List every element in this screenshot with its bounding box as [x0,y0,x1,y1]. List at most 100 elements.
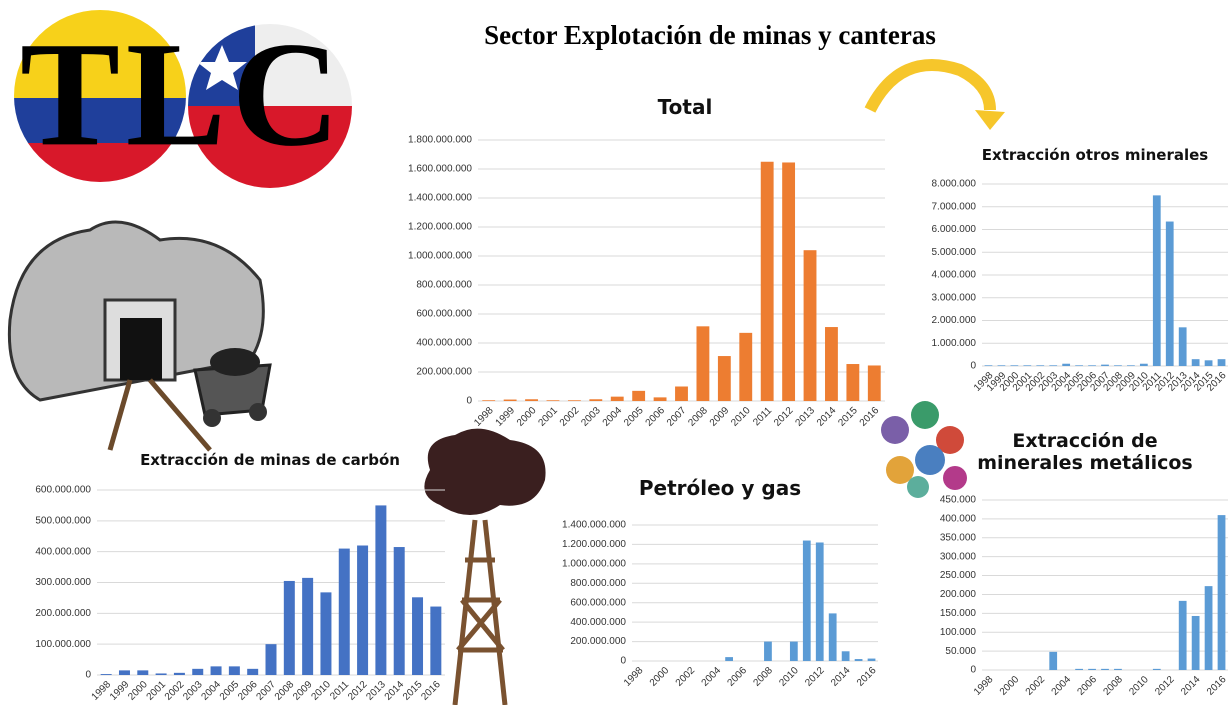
bar [1204,586,1213,670]
x-tick-label: 2008 [273,679,297,703]
bar [412,597,424,675]
bar [210,666,222,675]
y-tick-label: 200.000.000 [35,608,91,619]
bar [525,399,538,401]
x-tick-label: 2009 [708,405,732,429]
bar [1075,668,1083,670]
bar [1010,365,1019,366]
y-tick-label: 0 [970,665,976,676]
x-tick-label: 2014 [383,679,407,703]
y-tick-label: 1.600.000.000 [408,164,472,175]
bar [283,580,295,675]
chart-title: Extracción de minerales metálicos [977,430,1193,474]
bar [984,365,993,366]
y-tick-label: 1.400.000.000 [408,193,472,204]
bar [610,396,624,401]
bar [1152,195,1161,366]
chart-title: Petróleo y gas [638,476,802,500]
y-tick-label: 7.000.000 [932,201,977,212]
x-tick-label: 2015 [401,679,425,703]
page-title: Sector Explotación de minas y canteras [484,20,936,50]
arrow [864,59,996,113]
x-tick-label: 2010 [777,665,801,689]
bar [320,592,332,675]
bar [802,540,811,661]
y-tick-label: 1.200.000.000 [408,222,472,233]
x-tick-label: 2005 [622,405,646,429]
bar [725,657,733,661]
y-tick-label: 600.000.000 [35,485,91,496]
x-tick-label: 2011 [328,679,351,702]
bar [1101,668,1109,670]
x-tick-label: 2004 [601,405,625,429]
x-tick-label: 2004 [700,665,724,689]
x-tick-label: 1998 [472,405,496,429]
x-tick-label: 2002 [558,405,582,429]
y-tick-label: 4.000.000 [932,270,977,281]
oil-derrick [424,428,546,705]
bar [846,364,860,401]
x-tick-label: 1998 [622,665,646,689]
bar [696,326,710,401]
bar [393,547,405,675]
bar [854,659,863,661]
x-tick-label: 2010 [1127,674,1151,698]
x-tick-label: 1999 [494,405,518,429]
y-tick-label: 250.000 [940,570,977,581]
bar [1023,365,1032,366]
x-tick-label: 2008 [751,665,775,689]
bar [100,674,112,675]
x-tick-label: 2016 [419,679,443,703]
x-tick-label: 2003 [181,679,205,703]
x-tick-label: 2006 [1076,674,1100,698]
y-tick-label: 6.000.000 [932,224,977,235]
y-tick-label: 50.000 [945,646,976,657]
x-tick-label: 2015 [836,405,860,429]
bar [137,670,149,675]
x-tick-label: 2013 [364,679,388,703]
chart-title: Extracción otros minerales [981,146,1209,164]
y-tick-label: 0 [466,396,472,407]
bar [430,606,442,675]
x-tick-label: 2014 [829,665,853,689]
x-tick-label: 2012 [803,665,827,689]
y-tick-label: 350.000 [940,532,977,543]
bar [632,390,646,401]
x-tick-label: 2002 [163,679,187,703]
mine-illustration [7,220,272,452]
y-tick-label: 100.000 [940,627,977,638]
x-tick-label: 2005 [218,679,242,703]
bar [675,386,688,401]
y-tick-label: 3.000.000 [932,292,977,303]
bar [764,641,772,661]
x-tick-label: 2000 [126,679,150,703]
x-tick-label: 2014 [1179,674,1203,698]
x-tick-label: 2002 [1024,674,1048,698]
bar [1114,365,1122,366]
bar [375,505,387,675]
bar [1217,515,1226,670]
y-tick-label: 400.000.000 [416,338,472,349]
x-tick-label: 2000 [515,405,539,429]
y-tick-label: 2.000.000 [932,315,977,326]
bar [589,399,603,401]
bar [789,641,798,661]
x-tick-label: 1998 [972,674,996,698]
bar [567,400,581,401]
bar [1088,365,1096,366]
bar [825,327,838,401]
bar [760,161,774,401]
bar [1075,365,1083,366]
bar [546,400,560,401]
x-tick-label: 2007 [254,679,278,703]
bar [1101,364,1109,366]
x-tick-label: 2006 [236,679,260,703]
bar [1191,615,1200,670]
bar [1217,359,1226,366]
x-tick-label: 2014 [815,405,839,429]
x-tick-label: 2008 [686,405,710,429]
x-tick-label: 2012 [1153,674,1177,698]
bar [265,644,277,675]
